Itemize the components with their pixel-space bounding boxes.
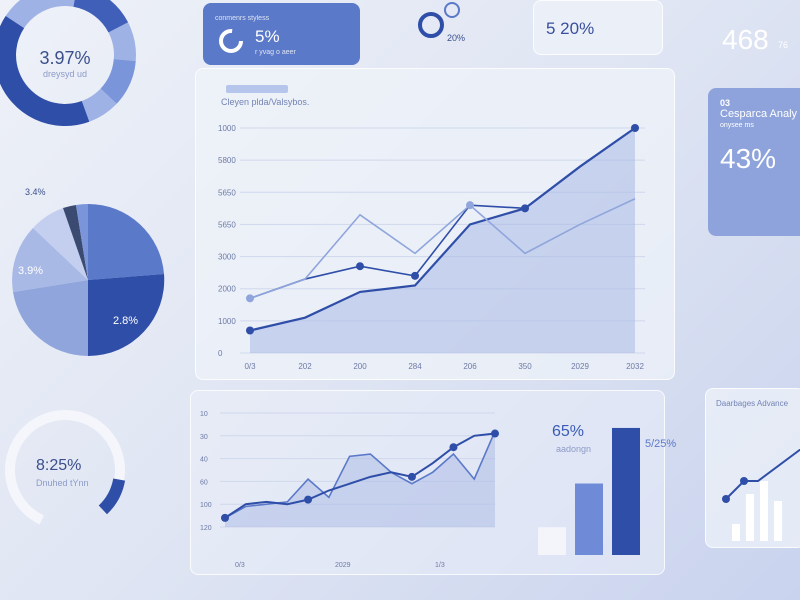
data-point (411, 271, 419, 280)
y-tick-label: 5800 (218, 156, 236, 165)
x-tick-label: 200 (353, 362, 367, 371)
bar (538, 527, 566, 555)
area-fill (250, 128, 635, 353)
data-point (246, 294, 254, 303)
bar-card-caption: aadongn (556, 444, 592, 454)
pie-slice-label: 2.8% (113, 315, 139, 327)
mini-bar-line-chart (722, 449, 800, 541)
bar-card-value: 65% (552, 423, 585, 440)
main-line-chart: 0 1000 2000 3000 5650 5650 5800 1000 0/3 202 200 28… (218, 124, 645, 371)
data-point (631, 124, 639, 132)
data-point (449, 443, 458, 452)
x-tick-label: 2032 (626, 362, 644, 371)
title-bar (226, 85, 288, 93)
gauge-chart (4, 409, 126, 531)
series-line (249, 197, 636, 300)
card-value: 5% (255, 27, 280, 46)
y-tick-label: 1000 (218, 317, 236, 326)
ring-value: 20% (447, 33, 466, 43)
data-point (221, 513, 229, 522)
y-tick-label: 5650 (218, 220, 236, 229)
series-line (224, 432, 496, 519)
donut-caption: dreysyd ud (42, 69, 88, 79)
card-sub: onysee ms (720, 122, 754, 129)
kpi-top-right-suffix: 76 (778, 40, 789, 50)
x-tick-label: 1/3 (435, 562, 445, 569)
kpi-card-blue: conmenrs styless 5% r yvag o aeer (203, 3, 360, 65)
y-tick-label: 60 (200, 479, 208, 486)
kpi-top-right: 468 (722, 24, 769, 55)
map-value: 5 20% (546, 19, 595, 38)
x-tick-label: 0/3 (244, 362, 256, 371)
x-tick-label: 284 (408, 362, 422, 371)
y-tick-label: 120 (200, 525, 212, 532)
pie-label: 3.4% (25, 187, 46, 197)
gauge-caption: Dnuhed tYnn (36, 478, 89, 488)
chart-title: Cleyen plda/Valsybos. (221, 97, 310, 107)
card-sub: r yvag o aeer (255, 49, 296, 56)
progress-ring-icon (219, 29, 243, 53)
x-tick-label: 2029 (571, 362, 589, 371)
y-tick-label: 2000 (218, 285, 236, 294)
bar-chart (538, 427, 640, 555)
y-tick-label: 30 (200, 434, 208, 441)
series-line (249, 127, 636, 300)
x-tick-label: 2029 (335, 562, 351, 569)
donut-chart-top (0, 0, 136, 126)
card-title: conmenrs styless (215, 15, 270, 22)
y-tick-label: 5650 (218, 188, 236, 197)
data-point (491, 429, 499, 438)
x-tick-label: 206 (463, 362, 477, 371)
data-point (521, 204, 529, 213)
y-tick-label: 1000 (218, 124, 236, 133)
panel-title: Daarbages Advance (716, 399, 789, 408)
data-point (356, 262, 364, 271)
bar (612, 427, 640, 555)
gauge-value: 8:25% (36, 457, 82, 474)
map-card: 5 20% (533, 0, 663, 55)
ring-icon (418, 2, 460, 38)
bar (575, 483, 603, 555)
card-title: Cesparca Analy (720, 108, 798, 120)
bar-card-side: 5/25% (645, 438, 677, 450)
y-tick-label: 100 (200, 502, 212, 509)
data-point (466, 201, 474, 210)
card-code: 03 (720, 98, 731, 108)
y-tick-label: 10 (200, 411, 208, 418)
right-bottom-panel: Daarbages Advance (705, 388, 800, 548)
right-kpi-card: 03 Cesparca Analy onysee ms 43% (708, 88, 800, 236)
y-tick-label: 3000 (218, 253, 236, 262)
card-value: 43% (720, 143, 777, 174)
series-line (224, 430, 496, 519)
pie-chart (12, 203, 165, 357)
donut-value: 3.97% (39, 48, 91, 68)
y-tick-label: 0 (218, 349, 223, 358)
x-tick-label: 350 (518, 362, 532, 371)
x-tick-label: 202 (298, 362, 312, 371)
data-point (304, 495, 313, 504)
bottom-area-chart: 120 100 60 40 30 10 0/3 2029 1/3 (200, 411, 499, 569)
data-point (407, 472, 416, 481)
data-point (246, 326, 254, 335)
pie-slice-label: 3.9% (18, 265, 44, 277)
x-tick-label: 0/3 (235, 562, 245, 569)
y-tick-label: 40 (200, 457, 208, 464)
